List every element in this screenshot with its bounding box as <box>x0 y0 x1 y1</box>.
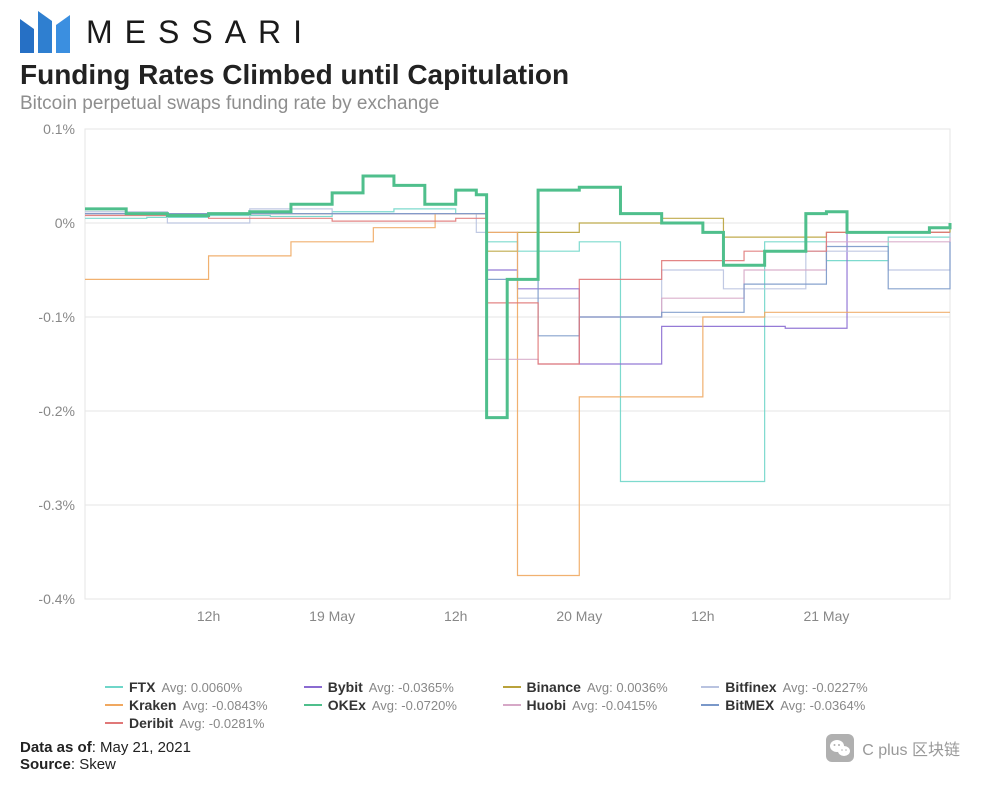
legend-avg: Avg: 0.0036% <box>587 680 668 695</box>
y-tick-label: -0.3% <box>38 497 75 513</box>
y-axis: -0.4% -0.3% -0.2% -0.1% 0% 0.1% <box>38 121 950 607</box>
brand-name: MESSARI <box>86 14 314 51</box>
y-tick-label: 0.1% <box>43 121 75 137</box>
x-tick-label: 21 May <box>803 608 849 624</box>
legend-name: FTX <box>129 679 155 695</box>
chart-area: -0.4% -0.3% -0.2% -0.1% 0% 0.1% 12h 19 May 12h 20… <box>20 119 962 679</box>
y-tick-label: -0.4% <box>38 591 75 607</box>
chart-title: Funding Rates Climbed until Capitulation <box>20 59 962 91</box>
x-tick-label: 12h <box>197 608 220 624</box>
legend-avg: Avg: -0.0364% <box>780 698 865 713</box>
legend-item-okex: OKEx Avg: -0.0720% <box>304 697 493 713</box>
legend-name: Deribit <box>129 715 173 731</box>
legend-item-kraken: Kraken Avg: -0.0843% <box>105 697 294 713</box>
legend-swatch <box>304 686 322 688</box>
legend-swatch <box>701 686 719 688</box>
x-axis: 12h 19 May 12h 20 May 12h 21 May <box>197 608 849 624</box>
chart-subtitle: Bitcoin perpetual swaps funding rate by … <box>20 93 962 115</box>
legend-avg: Avg: -0.0365% <box>369 680 454 695</box>
legend-avg: Avg: -0.0720% <box>372 698 457 713</box>
watermark: C plus 区块链 <box>826 734 960 762</box>
y-tick-label: 0% <box>55 215 75 231</box>
source-label: Source <box>20 756 71 773</box>
legend-swatch <box>105 704 123 706</box>
page: MESSARI Funding Rates Climbed until Capi… <box>0 0 982 792</box>
legend-name: Bybit <box>328 679 363 695</box>
y-tick-label: -0.1% <box>38 309 75 325</box>
asof-label: Data as of <box>20 739 92 756</box>
chart-footer: Data as of: May 21, 2021 Source: Skew <box>20 739 962 773</box>
legend-avg: Avg: 0.0060% <box>161 680 242 695</box>
series-group <box>85 176 950 576</box>
asof-value: May 21, 2021 <box>100 739 191 756</box>
x-tick-label: 19 May <box>309 608 355 624</box>
source-value: Skew <box>79 756 116 773</box>
data-asof-line: Data as of: May 21, 2021 <box>20 739 962 756</box>
legend-swatch <box>304 704 322 706</box>
y-tick-label: -0.2% <box>38 403 75 419</box>
legend-item-bitmex: BitMEX Avg: -0.0364% <box>701 697 890 713</box>
legend-name: BitMEX <box>725 697 774 713</box>
messari-logo-icon <box>20 11 72 53</box>
legend-swatch <box>105 722 123 724</box>
watermark-text: C plus 区块链 <box>862 736 960 760</box>
legend-swatch <box>503 686 521 688</box>
legend-item-deribit: Deribit Avg: -0.0281% <box>105 715 294 731</box>
legend-name: OKEx <box>328 697 366 713</box>
legend-swatch <box>503 704 521 706</box>
source-line: Source: Skew <box>20 756 962 773</box>
series-line-kraken <box>85 214 950 576</box>
legend-item-huobi: Huobi Avg: -0.0415% <box>503 697 692 713</box>
legend-name: Bitfinex <box>725 679 776 695</box>
x-tick-label: 20 May <box>556 608 602 624</box>
legend-avg: Avg: -0.0227% <box>783 680 868 695</box>
legend-name: Huobi <box>527 697 567 713</box>
chart-legend: FTX Avg: 0.0060% Bybit Avg: -0.0365% Binan… <box>20 679 890 731</box>
x-tick-label: 12h <box>444 608 467 624</box>
legend-avg: Avg: -0.0843% <box>182 698 267 713</box>
legend-avg: Avg: -0.0415% <box>572 698 657 713</box>
legend-swatch <box>105 686 123 688</box>
wechat-icon <box>826 734 854 762</box>
brand-header: MESSARI <box>20 11 962 53</box>
x-tick-label: 12h <box>691 608 714 624</box>
legend-avg: Avg: -0.0281% <box>179 716 264 731</box>
funding-rate-chart: -0.4% -0.3% -0.2% -0.1% 0% 0.1% 12h 19 May 12h 20… <box>20 119 962 629</box>
legend-name: Binance <box>527 679 581 695</box>
legend-swatch <box>701 704 719 706</box>
legend-item-binance: Binance Avg: 0.0036% <box>503 679 692 695</box>
legend-item-bitfinex: Bitfinex Avg: -0.0227% <box>701 679 890 695</box>
legend-item-ftx: FTX Avg: 0.0060% <box>105 679 294 695</box>
legend-item-bybit: Bybit Avg: -0.0365% <box>304 679 493 695</box>
legend-name: Kraken <box>129 697 176 713</box>
